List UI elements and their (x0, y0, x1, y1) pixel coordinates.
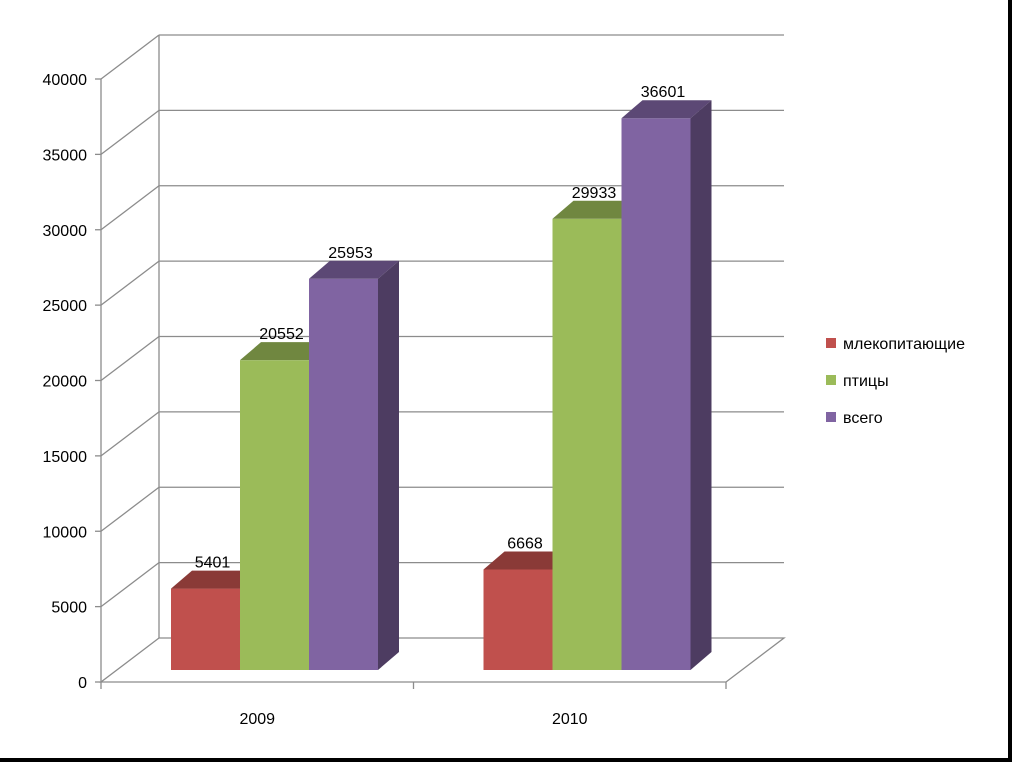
legend-label: млекопитающие (843, 336, 965, 353)
bar (621, 100, 712, 670)
y-tick-label: 0 (78, 675, 87, 692)
bar (552, 200, 643, 671)
y-tick-label: 40000 (43, 72, 88, 89)
y-tick-labels: 0 5000 10000 15000 20000 25000 30000 35000 40000 (43, 72, 88, 692)
x-tick-label: 2009 (239, 711, 275, 728)
legend-swatch (826, 338, 836, 348)
data-label: 25953 (328, 245, 373, 262)
bar-front (483, 569, 553, 670)
bar-front (621, 118, 691, 670)
bar-top (552, 200, 643, 219)
bar (171, 570, 261, 670)
bar-front (171, 588, 240, 670)
data-label: 5401 (195, 555, 231, 572)
legend-swatch (826, 375, 836, 385)
data-label: 29933 (572, 185, 617, 202)
x-tick-labels: 2009 2010 (239, 711, 587, 728)
bar-front (240, 360, 309, 670)
side-gridline (100, 185, 160, 231)
y-tick-label: 30000 (43, 223, 88, 240)
bar (309, 260, 399, 670)
side-gridline (100, 335, 160, 382)
side-gridline (100, 260, 160, 306)
legend-item: всего (826, 410, 883, 427)
bar-top (171, 570, 261, 589)
y-tick-label: 15000 (43, 449, 88, 466)
bar (483, 551, 574, 670)
data-label: 20552 (259, 326, 304, 343)
bars (171, 100, 712, 671)
bar (240, 342, 330, 670)
y-tick-label: 10000 (43, 524, 88, 541)
bar-front (552, 218, 622, 671)
bar-top (240, 342, 330, 361)
legend-swatch (826, 412, 836, 422)
x-tick-label: 2010 (552, 711, 588, 728)
bar-top (483, 551, 574, 570)
bar-top (309, 260, 399, 279)
data-labels: 5401 20552 25953 6668 29933 36601 (195, 84, 686, 571)
y-tick-label: 25000 (43, 298, 88, 315)
bar-side (378, 260, 399, 670)
bar-front (309, 278, 378, 670)
chart-walls (99, 637, 786, 683)
y-tick-label: 5000 (51, 600, 87, 617)
bar-side (690, 100, 712, 670)
legend-item: птицы (826, 373, 889, 390)
legend: млекопитающие птицы всего (826, 336, 965, 427)
side-gridline (100, 109, 160, 155)
side-gridline (100, 486, 160, 532)
legend-label: всего (843, 410, 883, 427)
bar-top (621, 100, 712, 119)
legend-item: млекопитающие (826, 336, 965, 353)
data-label: 6668 (507, 535, 543, 552)
side-gridline (100, 34, 160, 80)
axes (95, 35, 727, 689)
data-label: 36601 (641, 84, 686, 101)
floor (99, 637, 786, 683)
side-gridline (100, 411, 160, 457)
legend-label: птицы (843, 373, 889, 390)
side-gridline (100, 562, 160, 608)
y-tick-label: 20000 (43, 374, 88, 391)
y-tick-label: 35000 (43, 147, 88, 164)
